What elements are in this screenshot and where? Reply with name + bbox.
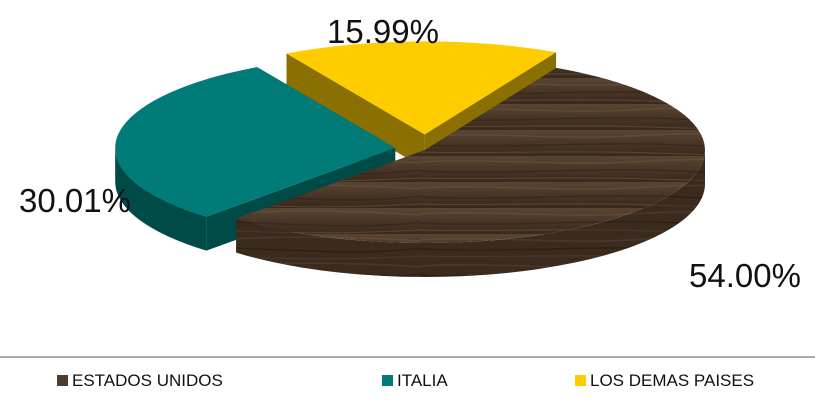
data-labels: 54.00% 30.01% 15.99% (19, 13, 801, 294)
pie-slice-top (236, 67, 705, 243)
legend: ESTADOS UNIDOS ITALIA LOS DEMAS PAISES (57, 371, 754, 390)
pie-slice-cut-face (286, 53, 425, 169)
pie-slice-side (236, 150, 706, 277)
legend-label: ESTADOS UNIDOS (72, 371, 223, 390)
legend-swatch (575, 375, 586, 386)
legend-swatch (382, 375, 393, 386)
legend-swatch (57, 375, 68, 386)
data-label-los-demas-paises: 15.99% (327, 13, 439, 50)
legend-item-italia: ITALIA (382, 371, 448, 390)
legend-label: LOS DEMAS PAISES (590, 371, 754, 390)
legend-item-los-demas-paises: LOS DEMAS PAISES (575, 371, 754, 390)
data-label-italia: 30.01% (19, 182, 131, 219)
pie-slice-side (115, 147, 207, 251)
pie-slices (115, 41, 706, 277)
pie-slice-top (286, 41, 557, 135)
legend-item-estados-unidos: ESTADOS UNIDOS (57, 371, 223, 390)
pie-slice-top (115, 67, 396, 217)
legend-label: ITALIA (397, 371, 448, 390)
pie-slice-estados-unidos (236, 67, 706, 277)
data-label-estados-unidos: 54.00% (689, 257, 801, 294)
